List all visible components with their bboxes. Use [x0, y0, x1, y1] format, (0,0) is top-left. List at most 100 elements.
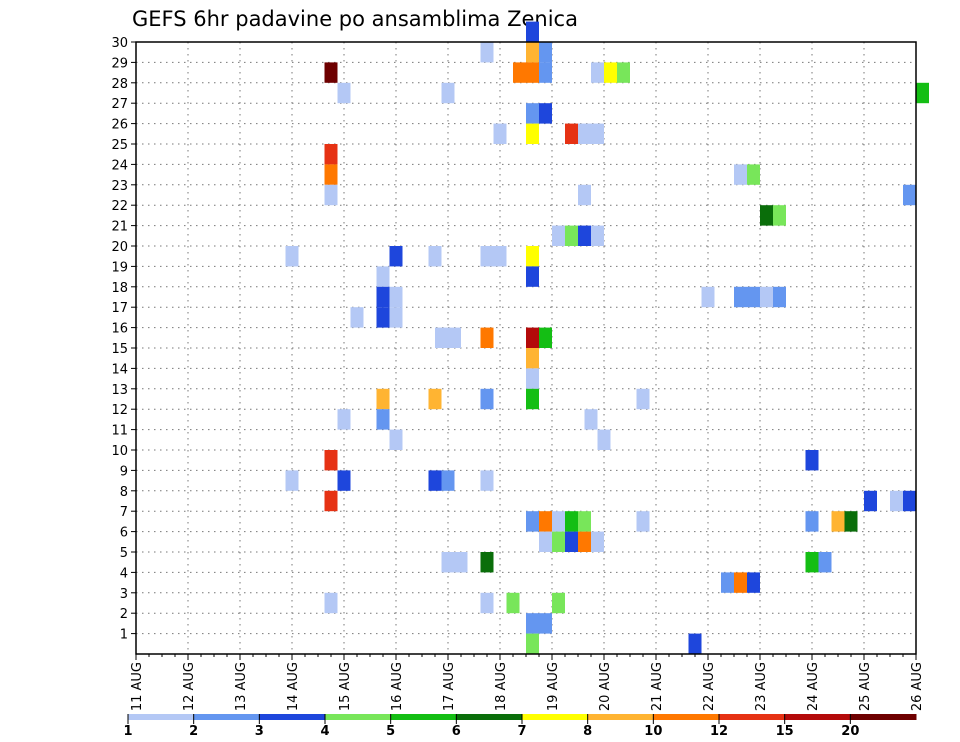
data-cell — [864, 490, 877, 512]
legend-label: 5 — [386, 724, 395, 739]
y-tick-label: 8 — [120, 485, 128, 500]
data-cell — [376, 307, 390, 328]
data-cell — [552, 225, 565, 246]
data-cell — [526, 511, 539, 532]
data-cell — [526, 123, 539, 144]
data-cell — [578, 531, 591, 552]
x-tick-label: 11 AUG — [130, 662, 145, 711]
y-tick-label: 5 — [120, 546, 128, 561]
data-cells — [285, 21, 929, 654]
x-tick-label: 22 AUG — [702, 662, 717, 711]
data-cell — [805, 552, 819, 573]
x-tick-label: 20 AUG — [598, 662, 613, 711]
y-tick-label: 30 — [111, 36, 128, 51]
data-cell — [389, 307, 403, 328]
y-tick-label: 12 — [111, 403, 128, 418]
data-cell — [526, 62, 539, 83]
legend-swatch — [587, 714, 654, 720]
data-cell — [734, 164, 747, 185]
legend-swatch — [456, 714, 523, 720]
data-cell — [493, 123, 507, 144]
data-cell — [760, 286, 773, 308]
legend-label: 1 — [123, 724, 132, 739]
data-cell — [701, 286, 715, 308]
legend-swatch — [850, 714, 917, 720]
data-cell — [747, 572, 760, 593]
legend-swatch — [193, 714, 260, 720]
data-cell — [480, 42, 494, 63]
data-cell — [565, 225, 578, 246]
data-cell — [916, 82, 929, 104]
data-cell — [350, 307, 364, 328]
data-cell — [773, 286, 786, 308]
data-cell — [636, 511, 650, 532]
legend-swatch — [653, 714, 720, 720]
data-cell — [337, 82, 351, 104]
data-cell — [617, 62, 630, 83]
data-cell — [324, 450, 338, 471]
y-tick-label: 21 — [111, 220, 128, 235]
data-cell — [552, 531, 565, 552]
y-tick-label: 16 — [111, 322, 128, 337]
y-tick-label: 2 — [120, 607, 128, 622]
data-cell — [734, 572, 747, 593]
data-cell — [526, 613, 539, 634]
legend-label: 12 — [710, 724, 728, 739]
data-cell — [324, 62, 338, 83]
data-cell — [831, 511, 845, 532]
data-cell — [597, 429, 611, 450]
data-cell — [506, 592, 520, 614]
y-tick-label: 27 — [111, 97, 128, 112]
data-cell — [552, 592, 565, 614]
data-cell — [441, 470, 455, 491]
data-cell — [480, 470, 494, 491]
y-tick-label: 26 — [111, 118, 128, 133]
data-cell — [428, 470, 442, 491]
data-cell — [591, 62, 604, 83]
data-cell — [526, 246, 539, 267]
data-cell — [578, 184, 591, 206]
y-tick-label: 1 — [120, 628, 128, 643]
legend-label: 10 — [644, 724, 662, 739]
data-cell — [454, 552, 468, 573]
y-tick-label: 11 — [111, 424, 128, 439]
legend-label: 7 — [517, 724, 526, 739]
x-axis: 11 AUG 12 AUG 13 AUG 14 AUG 15 AUG 16 AUG 17 A… — [130, 654, 925, 711]
data-cell — [389, 246, 403, 267]
data-cell — [526, 368, 539, 389]
data-cell — [428, 246, 442, 267]
data-cell — [526, 348, 539, 369]
x-tick-label: 13 AUG — [234, 662, 249, 711]
legend-swatch — [259, 714, 326, 720]
x-tick-label: 26 AUG — [910, 662, 925, 711]
data-cell — [688, 633, 702, 654]
data-cell — [805, 450, 819, 471]
x-tick-label: 15 AUG — [338, 662, 353, 711]
data-cell — [324, 592, 338, 614]
chart-title: GEFS 6hr padavine po ansamblima Zenica — [132, 7, 578, 31]
data-cell — [324, 490, 338, 512]
data-cell — [844, 511, 858, 532]
data-cell — [734, 286, 747, 308]
y-tick-label: 9 — [120, 464, 128, 479]
x-tick-label: 19 AUG — [546, 662, 561, 711]
data-cell — [760, 205, 773, 226]
legend-label: 8 — [583, 724, 592, 739]
y-tick-label: 19 — [111, 260, 128, 275]
data-cell — [584, 409, 598, 430]
y-tick-label: 22 — [111, 199, 128, 214]
data-cell — [526, 21, 539, 42]
legend-label: 3 — [255, 724, 264, 739]
data-cell — [539, 62, 552, 83]
x-tick-label: 25 AUG — [858, 662, 873, 711]
data-cell — [565, 511, 578, 532]
data-cell — [526, 633, 539, 654]
data-cell — [389, 286, 403, 308]
data-cell — [539, 42, 552, 63]
legend-swatch — [719, 714, 786, 720]
y-tick-label: 18 — [111, 281, 128, 296]
y-tick-label: 3 — [120, 587, 128, 602]
data-cell — [805, 511, 819, 532]
data-cell — [389, 429, 403, 450]
data-cell — [526, 266, 539, 287]
